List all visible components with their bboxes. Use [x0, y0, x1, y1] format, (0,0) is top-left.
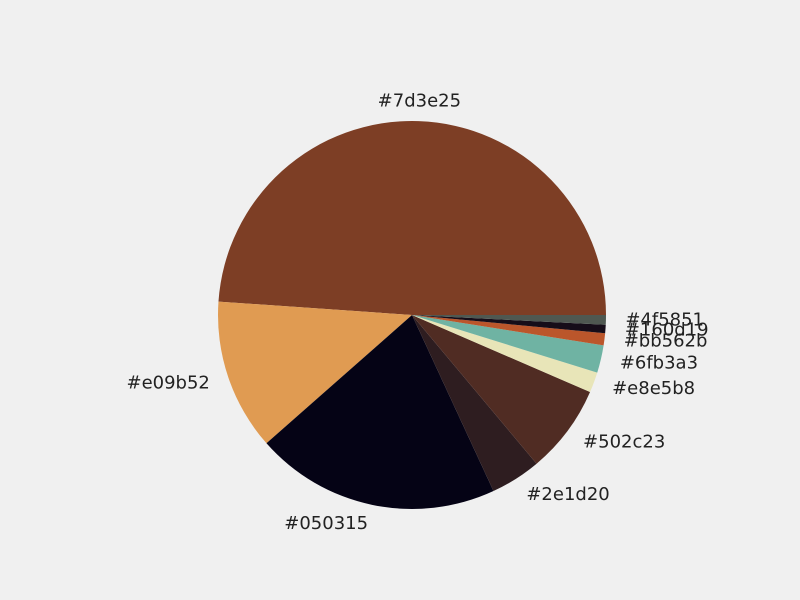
pie-slice: [218, 121, 606, 315]
slice-label: #bb562b: [624, 331, 708, 352]
pie-slice: [412, 315, 537, 492]
slice-label: #160d19: [625, 319, 709, 340]
slice-label: #050315: [284, 513, 368, 534]
slice-label: #6fb3a3: [620, 353, 698, 374]
pie-slice: [412, 315, 604, 373]
slice-label: #7d3e25: [378, 91, 461, 112]
pie-slice: [412, 315, 606, 334]
slice-label: #502c23: [583, 432, 665, 453]
pie-slices: [218, 121, 606, 509]
pie-slice: [412, 315, 606, 346]
slice-label: #e09b52: [126, 372, 209, 393]
slice-label: #e8e5b8: [612, 378, 695, 399]
pie-slice: [412, 315, 598, 393]
slice-label: #2e1d20: [526, 484, 609, 505]
pie-slice: [412, 315, 591, 464]
pie-slice: [266, 315, 494, 509]
pie-labels: #7d3e25 #e09b52 #050315 #2e1d20 #502c23 #e8e5…: [126, 91, 708, 534]
slice-label: #4f5851: [625, 309, 704, 330]
pie-slice: [218, 301, 412, 444]
pie-slice: [412, 315, 606, 325]
